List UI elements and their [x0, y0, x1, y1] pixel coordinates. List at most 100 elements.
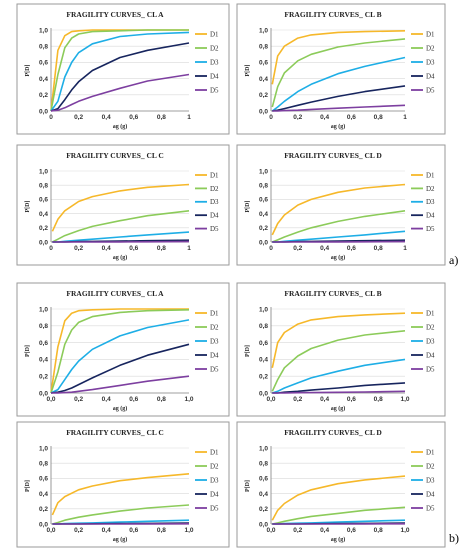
y-tick-label: 0,8: [39, 44, 48, 51]
legend-label-d1: D1: [426, 448, 435, 456]
x-tick-label: 0,8: [157, 114, 166, 121]
y-tick-label: 0,4: [259, 357, 268, 364]
legend-label-d3: D3: [210, 476, 219, 484]
x-tick-label: 0,8: [374, 245, 383, 252]
y-axis-label: P[D]: [25, 65, 31, 77]
legend-label-d4: D4: [426, 72, 435, 80]
chart-panel-a-3: FRAGILITY CURVES_ CL C0,00,20,40,60,81,0…: [17, 145, 229, 265]
legend-label-d2: D2: [426, 44, 435, 52]
y-tick-label: 0,4: [39, 76, 48, 83]
y-tick-label: 0,2: [39, 92, 48, 99]
y-tick-label: 0,4: [39, 357, 48, 364]
legend-label-d1: D1: [210, 448, 219, 456]
legend-label-d2: D2: [210, 185, 219, 193]
x-tick-label: 0,6: [347, 245, 356, 252]
legend-label-d3: D3: [426, 198, 435, 206]
y-tick-label: 0,4: [39, 211, 48, 218]
x-tick-label: 0,2: [293, 245, 302, 252]
legend-label-d3: D3: [426, 58, 435, 66]
chart-panel-b-3: FRAGILITY CURVES_ CL C0,00,20,40,60,81,0…: [17, 422, 229, 547]
y-tick-label: 0,6: [39, 197, 48, 204]
x-tick-label: 0: [269, 114, 273, 121]
y-tick-label: 0,2: [259, 225, 268, 232]
chart-title: FRAGILITY CURVES_ CL D: [284, 151, 382, 160]
chart-panel-b-1: FRAGILITY CURVES_ CL A0,00,20,40,60,81,0…: [17, 283, 229, 416]
x-tick-label: 0,0: [266, 527, 275, 534]
x-tick-label: 0,6: [347, 114, 356, 121]
y-tick-label: 1,0: [39, 445, 48, 452]
legend-label-d3: D3: [426, 476, 435, 484]
y-tick-label: 0,6: [259, 476, 268, 483]
x-tick-label: 0,8: [374, 527, 383, 534]
x-axis-label: ag (g): [331, 254, 346, 261]
chart-panel-b-4: FRAGILITY CURVES_ CL D 0,0 0,2 0,4 0,6 0,8 1,0…: [237, 422, 445, 547]
y-tick-label: 1,0: [39, 168, 48, 175]
legend-label-d3: D3: [210, 337, 219, 345]
x-tick-label: 0,8: [157, 245, 166, 252]
y-axis-label: P[D]: [25, 201, 31, 213]
legend-label-d3: D3: [210, 198, 219, 206]
x-tick-label: 0,6: [129, 527, 138, 534]
x-tick-label: 0,4: [102, 114, 111, 121]
y-tick-label: 0,4: [259, 491, 268, 498]
legend-label-d1: D1: [210, 171, 219, 179]
x-tick-label: 0,8: [157, 527, 166, 534]
legend-label-d4: D4: [426, 490, 435, 498]
y-tick-label: 0,0: [259, 108, 268, 115]
y-tick-label: 0,4: [259, 76, 268, 83]
x-tick-label: 1,0: [400, 527, 409, 534]
y-tick-label: 0,6: [39, 340, 48, 347]
legend-label-d4: D4: [426, 212, 435, 220]
legend-label-d2: D2: [426, 185, 435, 193]
y-tick-label: 0,0: [39, 108, 48, 115]
legend-label-d1: D1: [210, 309, 219, 317]
y-tick-label: 1,0: [39, 306, 48, 313]
x-tick-label: 0,4: [320, 527, 329, 534]
x-tick-label: 0,6: [347, 396, 356, 403]
x-tick-label: 0,8: [157, 396, 166, 403]
legend-label-d4: D4: [210, 212, 219, 220]
y-tick-label: 0,6: [259, 340, 268, 347]
part-label-b: b): [449, 531, 459, 546]
chart-title: FRAGILITY CURVES_ CL D: [284, 428, 382, 437]
x-tick-label: 0,2: [293, 114, 302, 121]
x-tick-label: 0,4: [102, 527, 111, 534]
y-tick-label: 1,0: [259, 27, 268, 34]
y-tick-label: 0,4: [39, 491, 48, 498]
y-axis-label: P[D]: [25, 345, 31, 357]
legend-label-d4: D4: [210, 72, 219, 80]
chart-panel-b-2: FRAGILITY CURVES_ CL B0,00,20,40,60,81,0…: [237, 283, 445, 416]
chart-title: FRAGILITY CURVES_ CL C: [66, 151, 164, 160]
x-tick-label: 0,8: [374, 396, 383, 403]
x-tick-label: 0: [269, 245, 273, 252]
chart-title: FRAGILITY CURVES_ CL A: [66, 10, 164, 19]
x-tick-label: 0,6: [129, 396, 138, 403]
x-tick-label: 1: [187, 245, 191, 252]
x-tick-label: 0,0: [266, 396, 275, 403]
chart-frame: [237, 145, 445, 265]
legend-label-d5: D5: [210, 225, 219, 233]
x-tick-label: 0,0: [46, 527, 55, 534]
y-tick-label: 1,0: [259, 168, 268, 175]
y-axis-label: P[D]: [245, 480, 251, 492]
y-tick-label: 0,8: [39, 183, 48, 190]
y-tick-label: 0,0: [39, 239, 48, 246]
legend-label-d4: D4: [426, 351, 435, 359]
x-axis-label: ag (g): [331, 536, 346, 543]
y-tick-label: 1,0: [259, 445, 268, 452]
chart-title: FRAGILITY CURVES_ CL C: [66, 428, 164, 437]
legend-label-d5: D5: [426, 504, 435, 512]
x-tick-label: 0,4: [320, 245, 329, 252]
legend-label-d5: D5: [210, 86, 219, 94]
chart-title: FRAGILITY CURVES_ CL B: [284, 10, 381, 19]
x-tick-label: 0,2: [293, 527, 302, 534]
legend-label-d2: D2: [210, 462, 219, 470]
x-axis-label: ag (g): [331, 405, 346, 412]
x-tick-label: 1: [403, 245, 407, 252]
legend-label-d1: D1: [426, 30, 435, 38]
y-tick-label: 0,2: [39, 374, 48, 381]
x-tick-label: 0,8: [374, 114, 383, 121]
x-tick-label: 0,6: [129, 245, 138, 252]
legend-label-d2: D2: [426, 462, 435, 470]
legend-label-d3: D3: [210, 58, 219, 66]
